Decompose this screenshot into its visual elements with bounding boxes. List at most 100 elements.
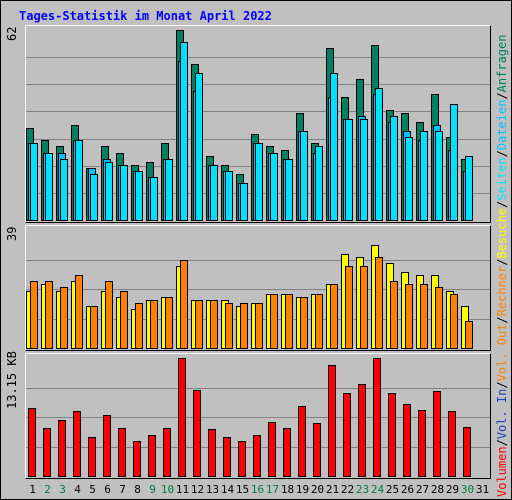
x-tick-label: 18 bbox=[280, 483, 295, 496]
bar-rechner-3 bbox=[60, 287, 68, 349]
bar-volumen-14 bbox=[223, 437, 231, 477]
visits-y-max-label: 39 bbox=[5, 226, 19, 241]
bar-rechner-9 bbox=[150, 300, 158, 349]
legend-vol-out: Vol. Out bbox=[495, 323, 509, 382]
volume-y-max-label: 13.15 KB bbox=[5, 351, 19, 409]
bar-volumen-20 bbox=[313, 423, 321, 477]
legend-separator: / bbox=[495, 92, 509, 100]
bar-rechner-12 bbox=[195, 300, 203, 349]
bar-seiten-16 bbox=[255, 143, 263, 221]
bar-volumen-9 bbox=[148, 435, 156, 477]
bar-volumen-8 bbox=[133, 441, 141, 477]
bar-rechner-1 bbox=[30, 281, 38, 349]
x-tick-label: 23 bbox=[355, 483, 370, 496]
bar-volumen-22 bbox=[343, 393, 351, 477]
visits-chart-panel bbox=[25, 225, 491, 351]
bar-volumen-7 bbox=[118, 428, 126, 477]
bar-seiten-25 bbox=[390, 116, 398, 221]
x-tick-label: 12 bbox=[190, 483, 205, 496]
bar-seiten-4 bbox=[75, 140, 83, 221]
bar-seiten-6 bbox=[105, 162, 113, 221]
bar-volumen-10 bbox=[163, 428, 171, 477]
bar-volumen-25 bbox=[388, 393, 396, 477]
x-tick-label: 1 bbox=[29, 483, 36, 496]
legend-vol-in: Vol. In bbox=[495, 388, 509, 440]
bar-volumen-12 bbox=[193, 390, 201, 477]
bar-rechner-19 bbox=[300, 297, 308, 349]
x-tick-label: 3 bbox=[59, 483, 66, 496]
bar-volumen-24 bbox=[373, 358, 381, 477]
bar-seiten-15 bbox=[240, 183, 248, 221]
panel1-svg bbox=[26, 30, 490, 221]
legend-rechner: Rechner bbox=[495, 265, 509, 317]
bar-rechner-21 bbox=[330, 284, 338, 349]
bar-rechner-8 bbox=[135, 303, 143, 349]
bar-volumen-1 bbox=[28, 408, 36, 477]
bar-volumen-16 bbox=[253, 435, 261, 477]
legend-separator: / bbox=[495, 439, 509, 447]
bar-seiten-5 bbox=[90, 174, 98, 221]
bar-volumen-23 bbox=[358, 384, 366, 477]
bar-seiten-24 bbox=[375, 88, 383, 221]
x-tick-label: 22 bbox=[340, 483, 355, 496]
bar-seiten-29 bbox=[450, 104, 458, 221]
bar-seiten-30 bbox=[465, 156, 473, 221]
right-legend-group: Volumen/Vol. In/Vol. Out/Rechner/Besuche… bbox=[495, 35, 511, 498]
bar-volumen-13 bbox=[208, 429, 216, 477]
bar-seiten-11 bbox=[180, 42, 188, 221]
bar-volumen-21 bbox=[328, 365, 336, 477]
x-axis-labels: 1 2 3 4 5 6 7 8 9 10 11 12 13 14 15 16 17 18 19 20 21 22 23 24 2… bbox=[25, 483, 491, 497]
legend-separator: / bbox=[495, 381, 509, 389]
x-tick-label: 27 bbox=[415, 483, 430, 496]
requests-y-max-label: 62 bbox=[5, 26, 19, 41]
x-tick-label: 19 bbox=[295, 483, 310, 496]
bar-rechner-11 bbox=[180, 260, 188, 349]
requests-chart-panel bbox=[25, 25, 491, 223]
chart-title: Tages-Statistik im Monat April 2022 bbox=[19, 9, 272, 23]
bar-seiten-3 bbox=[60, 159, 68, 221]
bar-rechner-30 bbox=[465, 321, 473, 349]
bar-volumen-29 bbox=[448, 411, 456, 477]
x-tick-label: 14 bbox=[220, 483, 235, 496]
bar-rechner-28 bbox=[435, 287, 443, 349]
bar-volumen-15 bbox=[238, 441, 246, 477]
bar-seiten-19 bbox=[300, 131, 308, 221]
bar-rechner-6 bbox=[105, 281, 113, 349]
legend-separator: / bbox=[495, 316, 509, 324]
bar-seiten-23 bbox=[360, 119, 368, 221]
x-tick-label: 11 bbox=[175, 483, 190, 496]
x-tick-label: 6 bbox=[104, 483, 111, 496]
bar-seiten-2 bbox=[45, 153, 53, 221]
bar-seiten-17 bbox=[270, 153, 278, 221]
bar-seiten-22 bbox=[345, 119, 353, 221]
bar-seiten-10 bbox=[165, 159, 173, 221]
legend-volumen: Volumen bbox=[495, 446, 509, 497]
bar-seiten-12 bbox=[195, 73, 203, 221]
volume-chart-panel bbox=[25, 353, 491, 479]
legend-dateien: Dateien bbox=[495, 99, 509, 151]
bar-volumen-5 bbox=[88, 437, 96, 477]
bar-seiten-8 bbox=[135, 171, 143, 221]
bar-rechner-16 bbox=[255, 303, 263, 349]
x-tick-label: 9 bbox=[149, 483, 156, 496]
x-tick-label: 21 bbox=[325, 483, 340, 496]
bar-rechner-10 bbox=[165, 297, 173, 349]
bar-rechner-24 bbox=[375, 257, 383, 349]
bar-volumen-19 bbox=[298, 406, 306, 477]
panel2-svg bbox=[26, 245, 490, 349]
bar-seiten-21 bbox=[330, 73, 338, 221]
bar-rechner-23 bbox=[360, 266, 368, 349]
bar-seiten-9 bbox=[150, 177, 158, 221]
x-tick-label: 15 bbox=[235, 483, 250, 496]
bar-seiten-1 bbox=[30, 143, 38, 221]
bar-rechner-25 bbox=[390, 281, 398, 349]
x-tick-label: 13 bbox=[205, 483, 220, 496]
bar-rechner-27 bbox=[420, 284, 428, 349]
x-tick-label: 29 bbox=[445, 483, 460, 496]
bar-volumen-26 bbox=[403, 404, 411, 477]
legend-separator: / bbox=[495, 258, 509, 266]
x-tick-label: 4 bbox=[74, 483, 81, 496]
bar-seiten-20 bbox=[315, 146, 323, 221]
bar-volumen-2 bbox=[43, 428, 51, 477]
